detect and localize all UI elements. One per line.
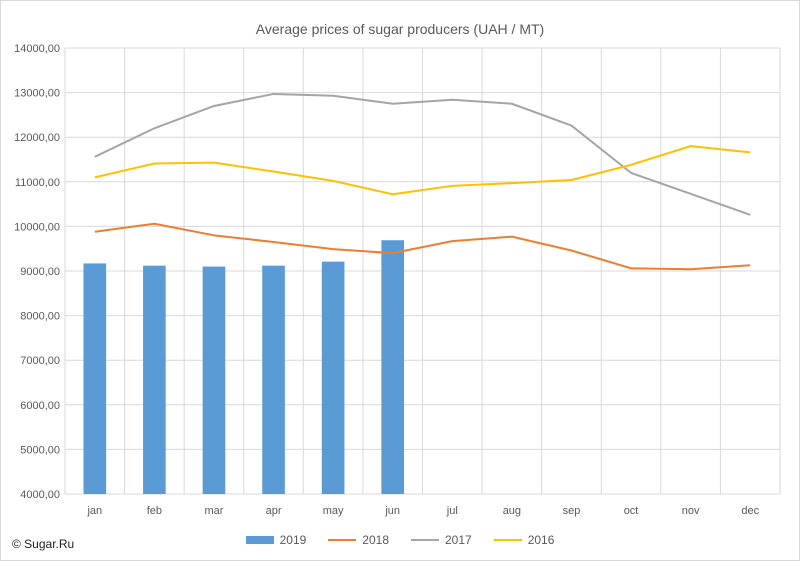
legend-swatch [245, 536, 274, 544]
bar-2019-jun [381, 240, 405, 494]
legend-swatch [411, 539, 439, 541]
y-tick-label: 7000,00 [20, 355, 60, 367]
bar-2019-mar [202, 266, 226, 494]
chart-title: Average prices of sugar producers (UAH /… [255, 21, 545, 37]
y-tick-label: 4000,00 [20, 489, 60, 501]
x-tick-label: may [323, 505, 344, 517]
legend-label: 2016 [527, 533, 555, 547]
legend-item-2018: 2018 [328, 533, 389, 547]
x-tick-label: oct [624, 505, 639, 517]
bar-2019-feb [143, 265, 166, 494]
y-tick-label: 14000,00 [14, 43, 60, 55]
legend-label: 2019 [279, 533, 307, 547]
y-tick-label: 13000,00 [14, 88, 60, 100]
y-tick-label: 9000,00 [20, 266, 60, 278]
x-tick-label: apr [266, 505, 282, 517]
bar-2019-may [321, 261, 345, 494]
x-tick-label: feb [147, 505, 162, 517]
legend-label: 2017 [445, 533, 472, 547]
x-tick-label: mar [204, 505, 223, 517]
bar-2019-jan [83, 263, 107, 494]
y-tick-label: 11000,00 [15, 177, 60, 189]
y-tick-label: 6000,00 [20, 400, 60, 412]
y-tick-label: 8000,00 [20, 311, 60, 323]
legend-label: 2018 [362, 533, 389, 547]
legend-item-2016: 2016 [493, 533, 555, 547]
x-tick-label: jun [384, 505, 400, 517]
x-tick-label: nov [682, 505, 700, 517]
x-tick-label: aug [503, 505, 521, 517]
series-line-2018 [94, 222, 751, 271]
chart-legend: 2019 2018 2017 2016 [0, 533, 800, 547]
x-tick-label: jul [446, 505, 458, 517]
x-tick-label: sep [563, 505, 581, 517]
x-tick-label: jan [86, 505, 102, 517]
legend-swatch [328, 539, 357, 541]
legend-item-2017: 2017 [411, 533, 472, 547]
series-line-2016 [94, 145, 751, 196]
y-tick-label: 12000,00 [14, 132, 60, 144]
legend-item-2019: 2019 [245, 533, 307, 547]
watermark: © Sugar.Ru [12, 537, 75, 551]
y-tick-label: 10000,00 [14, 221, 60, 233]
series-line-2017 [94, 92, 751, 216]
x-tick-label: dec [741, 505, 759, 517]
legend-swatch [493, 539, 522, 541]
bar-2019-apr [262, 265, 285, 494]
y-tick-label: 5000,00 [20, 444, 60, 456]
